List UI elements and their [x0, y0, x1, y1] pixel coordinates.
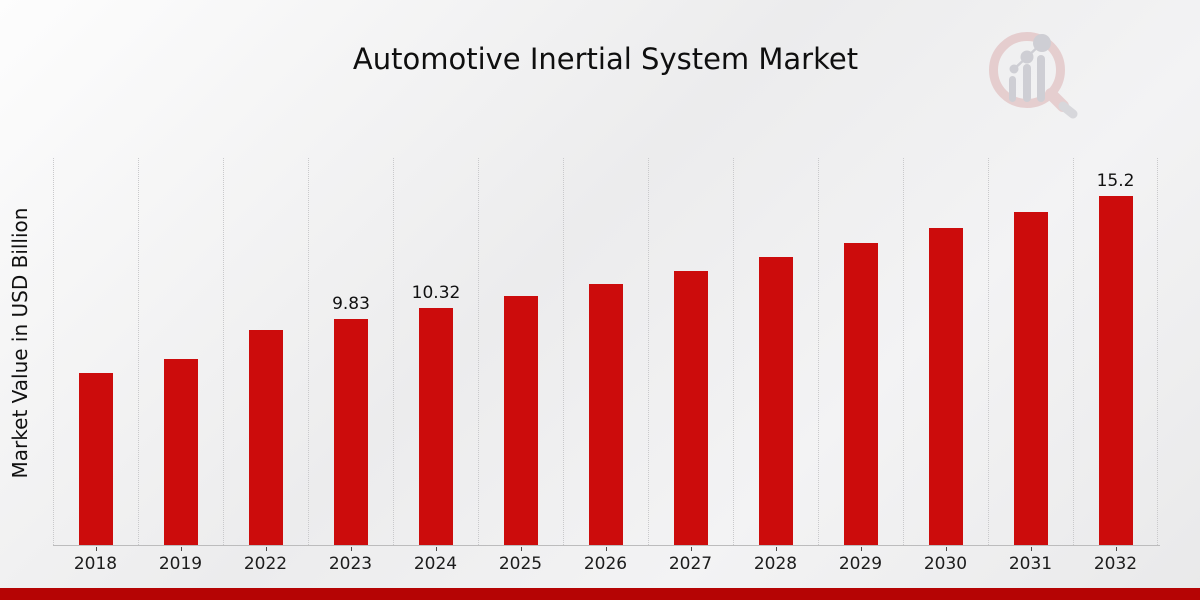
footer-banner: [0, 588, 1200, 600]
x-tick-text: 2027: [668, 554, 713, 574]
y-axis-label: Market Value in USD Billion: [8, 207, 32, 479]
bar-2026: [589, 284, 623, 545]
x-tick-text: 2030: [923, 554, 968, 574]
bar-2025: [504, 296, 538, 545]
x-tick-mark: [265, 547, 267, 551]
x-tick-label-2022: 2022: [223, 547, 308, 574]
x-tick-mark: [690, 547, 692, 551]
x-tick-text: 2023: [328, 554, 373, 574]
x-tick-label-2029: 2029: [818, 547, 903, 574]
bar-value-label-2023: 9.83: [332, 294, 370, 314]
bar-value-label-2032: 15.2: [1096, 171, 1135, 191]
bar-2024: [419, 308, 453, 545]
bar-2028: [759, 257, 793, 545]
x-tick-label-2030: 2030: [903, 547, 988, 574]
bar-slot-2031: [988, 158, 1073, 545]
x-tick-text: 2032: [1093, 554, 1138, 574]
x-tick-text: 2024: [413, 554, 458, 574]
bar-slot-2019: [138, 158, 223, 545]
bar-2030: [929, 228, 963, 545]
bar-2019: [164, 359, 198, 545]
x-tick-text: 2028: [753, 554, 798, 574]
bar-slot-2029: [818, 158, 903, 545]
x-tick-mark: [1030, 547, 1032, 551]
x-tick-mark: [775, 547, 777, 551]
x-tick-mark: [945, 547, 947, 551]
bar-2029: [844, 243, 878, 545]
x-tick-label-2027: 2027: [648, 547, 733, 574]
bar-slots: 9.83 10.32 15.2: [53, 158, 1160, 545]
x-tick-mark: [860, 547, 862, 551]
bar-slot-2022: [223, 158, 308, 545]
x-tick-mark: [605, 547, 607, 551]
x-tick-text: 2026: [583, 554, 628, 574]
bar-slot-2025: [478, 158, 563, 545]
x-tick-label-2018: 2018: [53, 547, 138, 574]
x-tick-label-2023: 2023: [308, 547, 393, 574]
bar-slot-2024: 10.32: [393, 158, 478, 545]
magnifier-bar-chart-logo-icon: [989, 32, 1078, 119]
x-tick-mark: [1115, 547, 1117, 551]
x-tick-label-2028: 2028: [733, 547, 818, 574]
bar-value-label-2024: 10.32: [411, 283, 461, 303]
x-tick-text: 2022: [243, 554, 288, 574]
x-tick-label-2024: 2024: [393, 547, 478, 574]
x-tick-text: 2029: [838, 554, 883, 574]
bar-slot-2028: [733, 158, 818, 545]
bar-2027: [674, 271, 708, 545]
bar-slot-2027: [648, 158, 733, 545]
bar-2022: [249, 330, 283, 545]
x-tick-text: 2018: [73, 554, 118, 574]
bar-2018: [79, 373, 113, 545]
x-tick-label-2026: 2026: [563, 547, 648, 574]
bar-2032: [1098, 196, 1133, 545]
bar-2031: [1014, 212, 1048, 545]
x-tick-label-2031: 2031: [988, 547, 1073, 574]
x-tick-label-2032: 2032: [1073, 547, 1158, 574]
x-tick-text: 2031: [1008, 554, 1053, 574]
bar-slot-2018: [53, 158, 138, 545]
x-tick-text: 2025: [498, 554, 543, 574]
plot-area: 9.83 10.32 15.2: [53, 158, 1160, 546]
bar-slot-2026: [563, 158, 648, 545]
x-tick-mark: [520, 547, 522, 551]
x-tick-label-2025: 2025: [478, 547, 563, 574]
x-tick-mark: [95, 547, 97, 551]
chart-title: Automotive Inertial System Market: [352, 42, 859, 76]
bar-slot-2023: 9.83: [308, 158, 393, 545]
x-tick-mark: [435, 547, 437, 551]
x-tick-text: 2019: [158, 554, 203, 574]
bar-slot-2030: [903, 158, 988, 545]
x-tick-label-2019: 2019: [138, 547, 223, 574]
x-tick-mark: [350, 547, 352, 551]
bar-2023: [334, 319, 368, 545]
x-axis-labels: 2018 2019 2022 2023 2024 2025 2026 2027 2028 2029…: [53, 547, 1160, 574]
x-tick-mark: [180, 547, 182, 551]
bar-slot-2032: 15.2: [1073, 158, 1158, 545]
